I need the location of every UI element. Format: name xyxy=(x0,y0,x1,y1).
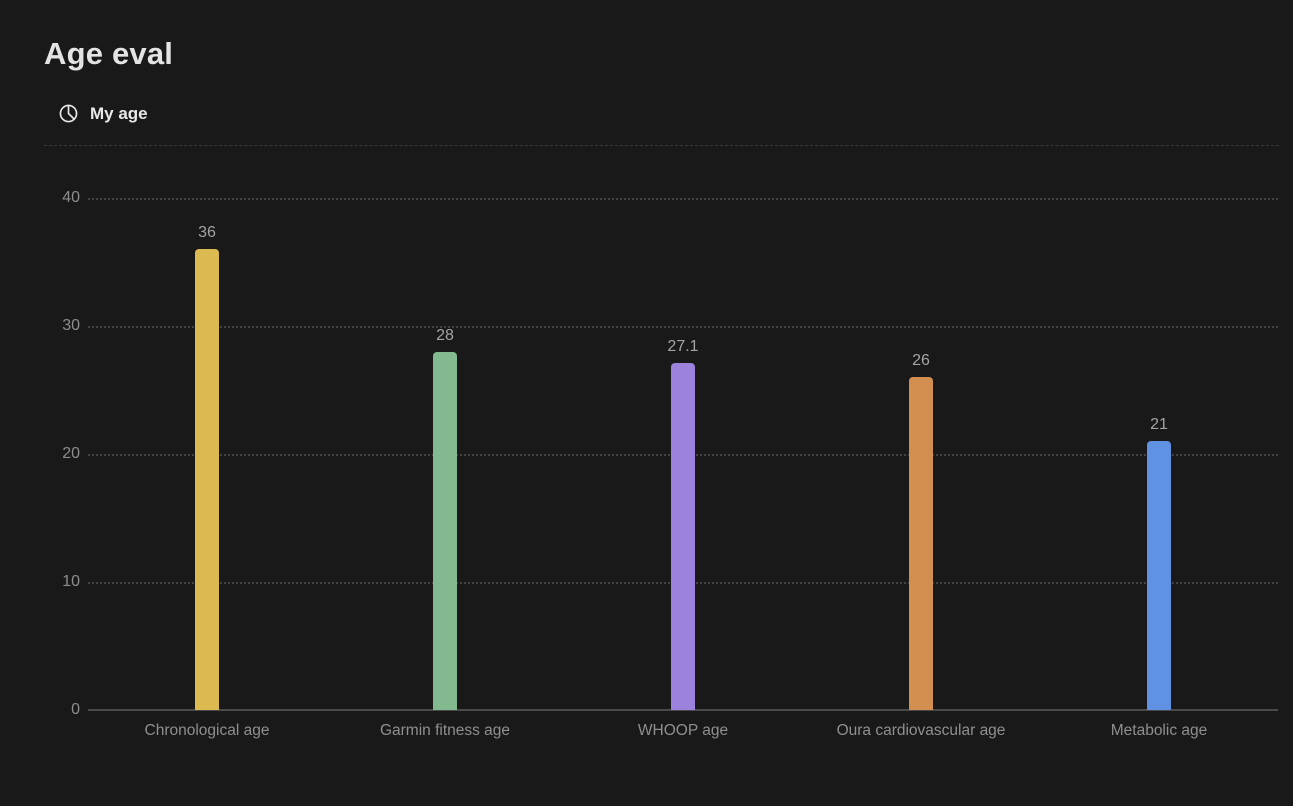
category-label: Metabolic age xyxy=(1110,722,1208,739)
category-label: Garmin fitness age xyxy=(379,722,511,739)
y-tick-label-20: 20 xyxy=(62,445,80,462)
y-tick-label-10: 10 xyxy=(62,573,80,590)
category-label: Oura cardiovascular age xyxy=(836,722,1006,739)
x-axis-line xyxy=(88,709,1278,711)
legend-item-my-age[interactable]: My age xyxy=(58,103,148,124)
bar-metabolic-age[interactable] xyxy=(1147,441,1171,710)
page-title: Age eval xyxy=(44,36,174,71)
pie-chart-icon xyxy=(59,104,78,123)
category-label: Chronological age xyxy=(144,722,270,739)
bar-garmin-fitness-age[interactable] xyxy=(433,351,457,710)
gridline-30 xyxy=(88,326,1278,328)
category-label: WHOOP age xyxy=(637,722,729,739)
bar-value-label: 21 xyxy=(1150,416,1168,434)
bar-value-label: 28 xyxy=(436,326,454,344)
bar-whoop-age[interactable] xyxy=(671,363,695,710)
bar-value-label: 26 xyxy=(912,352,930,370)
bar-chronological-age[interactable] xyxy=(195,249,219,710)
header-divider xyxy=(44,145,1279,146)
gridline-40 xyxy=(88,198,1278,200)
bar-value-label: 36 xyxy=(198,224,216,242)
bar-value-label: 27.1 xyxy=(667,338,699,356)
legend-label: My age xyxy=(90,103,148,123)
bar-oura-cardiovascular-age[interactable] xyxy=(909,377,933,710)
y-tick-label-40: 40 xyxy=(62,189,80,206)
y-tick-label-30: 30 xyxy=(62,317,80,334)
y-tick-label-0: 0 xyxy=(71,701,80,718)
bar-chart: 0 10 20 30 40 36 Chronological age 28 Garmin fit… xyxy=(62,189,1278,739)
